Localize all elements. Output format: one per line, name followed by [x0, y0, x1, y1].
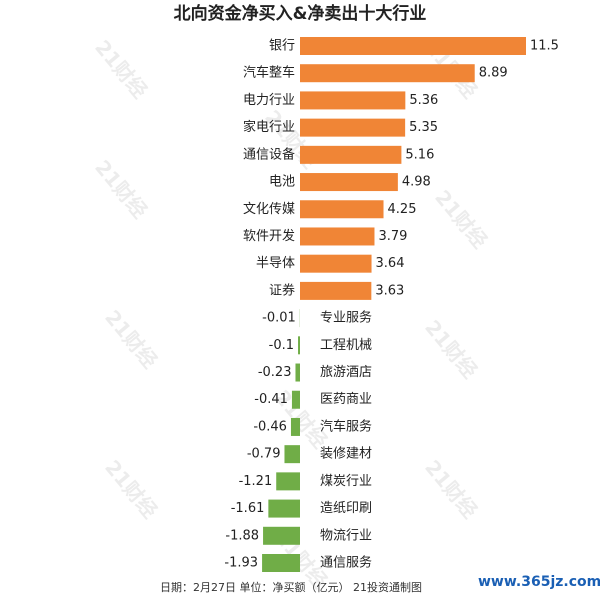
bar: [276, 472, 300, 491]
value-label: 8.89: [479, 66, 508, 81]
value-label: 4.25: [388, 202, 417, 217]
value-label: 5.36: [409, 93, 438, 108]
value-label: -0.41: [254, 392, 288, 407]
bar: [300, 254, 372, 273]
category-label: 医药商业: [320, 392, 372, 407]
watermark: 21财经: [90, 35, 152, 102]
footnote: 日期：2月27日 单位：净买额（亿元） 21投资通制图: [160, 580, 422, 594]
bar: [300, 227, 375, 246]
category-label: 汽车整车: [243, 65, 295, 81]
bar: [300, 64, 475, 83]
category-label: 煤炭行业: [320, 474, 372, 489]
value-label: -1.88: [225, 528, 259, 543]
bar: [300, 173, 398, 192]
value-label: 3.79: [378, 229, 407, 244]
category-label: 汽车服务: [320, 418, 372, 434]
category-label: 文化传媒: [243, 202, 295, 217]
value-label: -1.61: [231, 501, 265, 516]
value-label: -0.01: [262, 311, 296, 326]
value-label: 5.16: [405, 147, 434, 162]
watermark: 21财经: [100, 305, 162, 372]
bar: [300, 118, 406, 137]
bar: [295, 363, 300, 382]
bar: [300, 37, 526, 55]
category-label: 电池: [269, 175, 295, 190]
watermark: 21财经: [420, 315, 482, 382]
bar: [300, 281, 372, 300]
value-label: 11.5: [530, 39, 559, 54]
value-label: -0.1: [269, 338, 294, 353]
value-label: 3.64: [376, 256, 405, 271]
watermark: 21财经: [430, 185, 492, 252]
bar: [284, 445, 300, 464]
category-label: 银行: [269, 39, 295, 54]
value-label: 3.63: [375, 283, 404, 298]
value-label: -1.93: [224, 556, 258, 571]
watermark: 21财经: [420, 455, 482, 522]
category-label: 证券: [269, 282, 295, 298]
category-label: 物流行业: [320, 528, 372, 543]
category-label: 工程机械: [320, 338, 372, 353]
value-label: -1.21: [239, 474, 273, 489]
category-label: 装修建材: [320, 447, 372, 462]
category-label: 电力行业: [243, 93, 295, 108]
category-label: 软件开发: [243, 228, 295, 244]
site-watermark: www.365jz.com: [478, 574, 600, 590]
bar: [268, 499, 300, 518]
value-label: -0.46: [253, 419, 287, 434]
category-label: 通信设备: [243, 146, 295, 162]
category-label: 半导体: [256, 256, 295, 271]
bar: [262, 554, 300, 572]
category-label: 旅游酒店: [320, 365, 372, 380]
category-label: 专业服务: [320, 310, 372, 326]
category-label: 造纸印刷: [320, 501, 372, 516]
category-label: 通信服务: [320, 555, 372, 571]
bar: [300, 91, 406, 110]
value-label: -0.79: [247, 447, 281, 462]
bar: [298, 336, 300, 355]
watermark: 21财经: [100, 455, 162, 522]
value-label: 5.35: [409, 120, 438, 135]
bar: [263, 526, 300, 545]
value-label: 4.98: [402, 175, 431, 190]
bar: [300, 200, 384, 219]
value-label: -0.23: [258, 365, 292, 380]
category-label: 家电行业: [243, 119, 295, 135]
watermark: 21财经: [90, 155, 152, 222]
chart-title: 北向资金净买入&净卖出十大行业: [174, 3, 427, 24]
bar: [300, 145, 402, 164]
bar: [290, 417, 300, 436]
bar: [291, 390, 300, 409]
